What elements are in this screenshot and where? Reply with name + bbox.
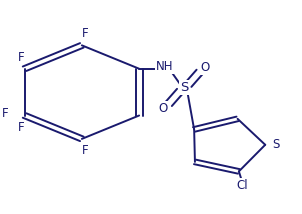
Text: S: S	[180, 81, 188, 94]
Text: F: F	[18, 51, 25, 64]
Text: F: F	[82, 27, 88, 40]
Text: Cl: Cl	[236, 179, 248, 192]
Text: F: F	[2, 107, 8, 120]
Text: O: O	[201, 61, 210, 74]
Text: NH: NH	[156, 60, 173, 73]
Text: F: F	[82, 144, 88, 157]
Text: S: S	[272, 138, 279, 151]
Text: O: O	[159, 102, 168, 114]
Text: F: F	[18, 121, 25, 134]
